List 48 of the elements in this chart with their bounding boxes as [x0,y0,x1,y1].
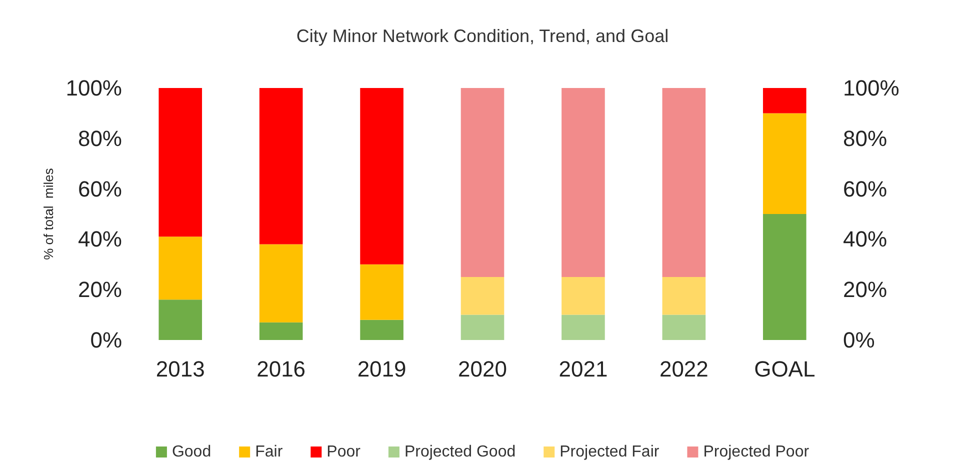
bar [360,264,404,320]
y-tick-label: 60% [78,176,122,202]
bar [562,314,605,340]
y2-tick-label: 80% [843,126,888,151]
bar [360,88,404,264]
x-tick-label: 2016 [256,356,306,382]
y-tick-label: 80% [78,126,122,151]
bar [662,88,706,277]
bar [360,320,404,340]
bar [158,88,202,237]
x-tick-label: 2022 [659,356,708,382]
bar [662,314,706,340]
chart-title: City Minor Network Condition, Trend, and Goal [296,26,669,46]
y-tick-label: 0% [90,328,122,352]
x-tick-label: 2021 [558,356,608,382]
legend-label: Projected Poor [703,444,810,460]
legend-label: Projected Fair [560,444,660,460]
bar [562,88,605,277]
y2-tick-label: 40% [843,226,888,252]
y2-tick-label: 0% [843,328,875,352]
bar [259,88,303,244]
y-tick-label: 20% [78,277,122,302]
bar [762,113,806,214]
x-tick-label: 2013 [156,356,205,382]
legend-label: Fair [255,444,284,460]
x-tick-label: 2019 [357,356,406,382]
y-tick-label: 100% [66,76,122,100]
y2-tick-label: 100% [843,76,900,100]
legend-label: Good [172,444,212,460]
x-tick-label: 2020 [458,356,507,382]
legend-label: Poor [326,444,362,460]
bar [762,88,806,114]
bar [460,277,504,315]
y2-tick-label: 20% [843,277,888,302]
bar [158,300,202,340]
y-tick-label: 40% [78,226,122,252]
legend-label: Projected Good [404,444,516,460]
bar [259,244,303,322]
x-tick-label: GOAL [754,356,816,382]
bar [158,236,202,300]
bar [460,314,504,340]
y-axis-title: % of total miles [40,168,56,260]
bar [562,277,605,315]
bar [460,88,504,277]
bar [662,277,706,315]
y2-tick-label: 60% [843,176,888,202]
bar [762,214,806,340]
bar [259,322,303,340]
